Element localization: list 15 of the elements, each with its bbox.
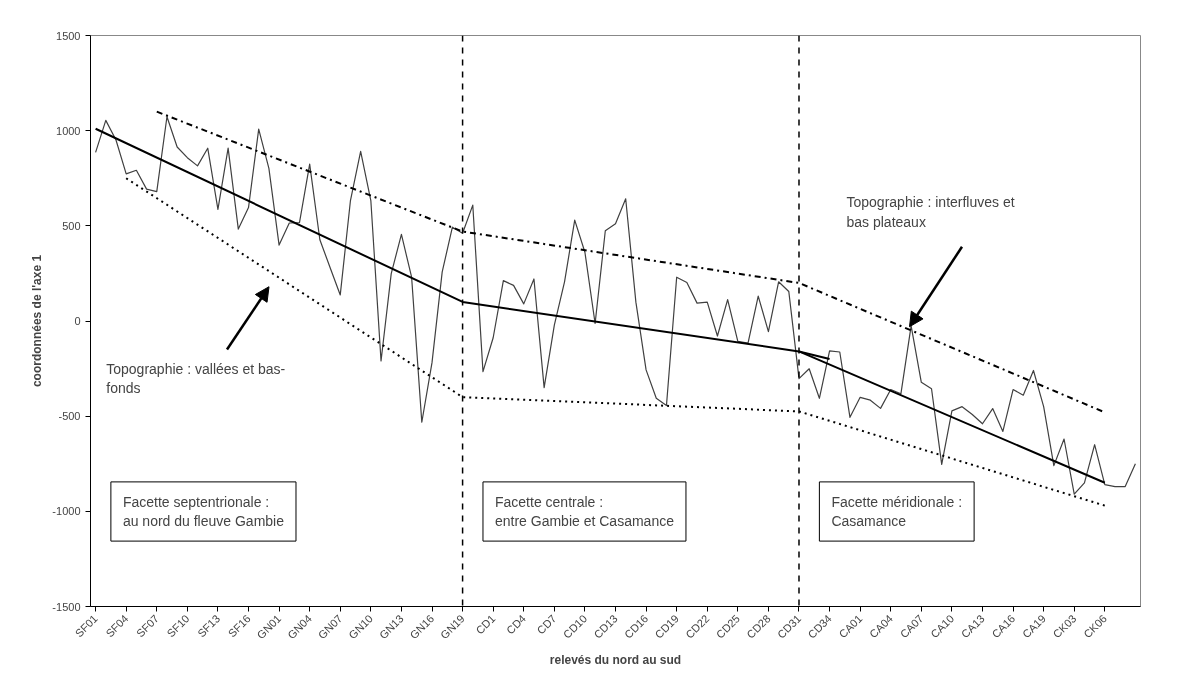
annotation: Facette méridionale : Casamance	[831, 493, 963, 530]
y-axis-title: coordonnées de l'axe 1	[30, 254, 45, 388]
annotation: Topographie : interfluves et bas plateaux	[846, 194, 1015, 230]
annotation: Facette septentrionale : au nord du fleuve Gambie	[122, 493, 285, 530]
y-tick-label: 1000	[56, 124, 81, 137]
annotation: Facette centrale : entre Gambie et Casamance	[494, 493, 675, 530]
y-tick-label: 0	[74, 315, 81, 327]
y-tick-label: -1500	[52, 600, 81, 613]
y-tick-label: -1000	[52, 505, 81, 518]
x-axis-title: relevés du nord au sud	[549, 653, 682, 668]
annotation: Topographie : vallées et bas- fonds	[106, 360, 286, 397]
y-tick-label: -500	[58, 410, 81, 423]
y-tick-label: 500	[62, 219, 81, 232]
x-tick-label: CD1	[473, 612, 498, 637]
y-tick-label: 1500	[56, 29, 81, 42]
